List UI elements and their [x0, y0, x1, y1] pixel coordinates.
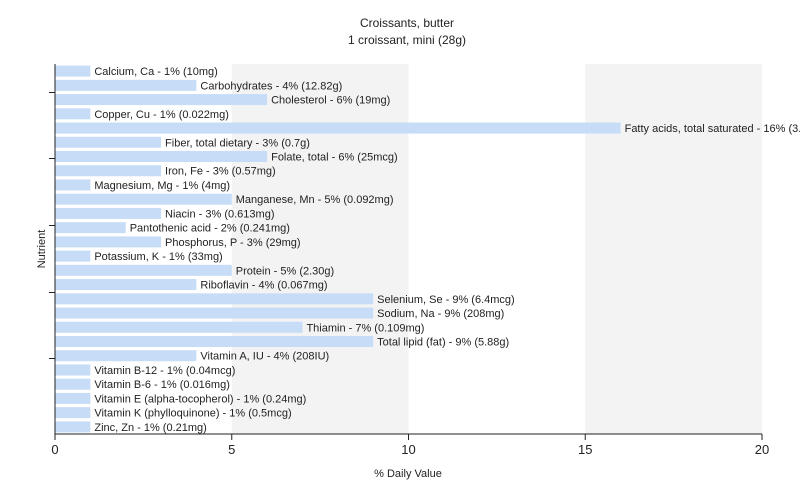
bar-data-label: Copper, Cu - 1% (0.022mg) — [94, 109, 229, 121]
x-tick-label: 0 — [51, 442, 58, 457]
bars — [55, 65, 621, 433]
bar-data-label: Vitamin E (alpha-tocopherol) - 1% (0.24m… — [94, 393, 306, 405]
bar — [55, 293, 374, 305]
x-tick-label: 20 — [755, 442, 769, 457]
bar — [55, 179, 91, 191]
bar — [55, 279, 197, 291]
bar-data-label: Riboflavin - 4% (0.067mg) — [200, 280, 327, 292]
grid-band — [408, 64, 586, 434]
bar-data-label: Potassium, K - 1% (33mg) — [94, 251, 222, 263]
grid-band — [585, 64, 762, 434]
y-axis-label: Nutrient — [36, 230, 48, 269]
bar-data-label: Cholesterol - 6% (19mg) — [271, 95, 390, 107]
x-tick-label: 15 — [578, 442, 592, 457]
bar — [55, 165, 162, 177]
bar — [55, 307, 374, 319]
bar — [55, 108, 91, 120]
bar-data-label: Vitamin K (phylloquinone) - 1% (0.5mcg) — [94, 408, 291, 420]
bar — [55, 407, 91, 419]
x-axis-label: % Daily Value — [374, 468, 442, 480]
bar — [55, 65, 91, 77]
bar-data-label: Vitamin B-12 - 1% (0.04mcg) — [94, 365, 235, 377]
bar-data-label: Niacin - 3% (0.613mg) — [165, 208, 274, 220]
bar-data-label: Vitamin B-6 - 1% (0.016mg) — [94, 379, 230, 391]
bar — [55, 378, 91, 390]
bar-data-label: Folate, total - 6% (25mcg) — [271, 152, 398, 164]
bar — [55, 136, 162, 148]
bar — [55, 151, 268, 162]
bar-data-label: Vitamin A, IU - 4% (208IU) — [200, 351, 329, 363]
bar — [55, 250, 91, 262]
bar — [55, 336, 374, 347]
chart-title: Croissants, butter — [360, 16, 454, 30]
bar — [55, 79, 197, 91]
grid-band — [231, 64, 409, 434]
bar-data-label: Fiber, total dietary - 3% (0.7g) — [165, 137, 310, 149]
bar — [55, 193, 232, 205]
bar — [55, 122, 621, 134]
bar-data-label: Sodium, Na - 9% (208mg) — [377, 308, 504, 320]
bar — [55, 392, 91, 404]
bar-data-label: Pantothenic acid - 2% (0.241mg) — [130, 223, 290, 235]
bar — [55, 364, 91, 376]
bar — [55, 321, 303, 333]
bar-data-label: Fatty acids, total saturated - 16% (3.26… — [625, 123, 800, 135]
bar-data-label: Total lipid (fat) - 9% (5.88g) — [377, 337, 509, 349]
bar-data-label: Zinc, Zn - 1% (0.21mg) — [94, 422, 206, 434]
bar — [55, 350, 197, 362]
x-tick-label: 10 — [401, 442, 415, 457]
bar — [55, 236, 162, 248]
bar-data-label: Selenium, Se - 9% (6.4mcg) — [377, 294, 515, 306]
bar-data-label: Magnesium, Mg - 1% (4mg) — [94, 180, 230, 192]
x-tick-label: 5 — [228, 442, 235, 457]
bar-data-label: Thiamin - 7% (0.109mg) — [306, 322, 424, 334]
chart-subtitle: 1 croissant, mini (28g) — [348, 33, 466, 47]
bar-data-label: Phosphorus, P - 3% (29mg) — [165, 237, 301, 249]
bar — [55, 421, 91, 433]
bar-data-label: Protein - 5% (2.30g) — [236, 265, 334, 277]
bar-data-label: Carbohydrates - 4% (12.82g) — [200, 80, 342, 92]
bar-data-label: Manganese, Mn - 5% (0.092mg) — [236, 194, 394, 206]
bar-data-label: Calcium, Ca - 1% (10mg) — [94, 66, 217, 78]
bar — [55, 94, 268, 106]
bar — [55, 222, 126, 234]
bar — [55, 207, 162, 219]
bar-data-label: Iron, Fe - 3% (0.57mg) — [165, 166, 276, 178]
bar — [55, 264, 232, 276]
axes: 0 5 10 15 20 — [49, 64, 769, 457]
bar-labels: Calcium, Ca - 1% (10mg) Carbohydrates - 4… — [94, 66, 800, 434]
